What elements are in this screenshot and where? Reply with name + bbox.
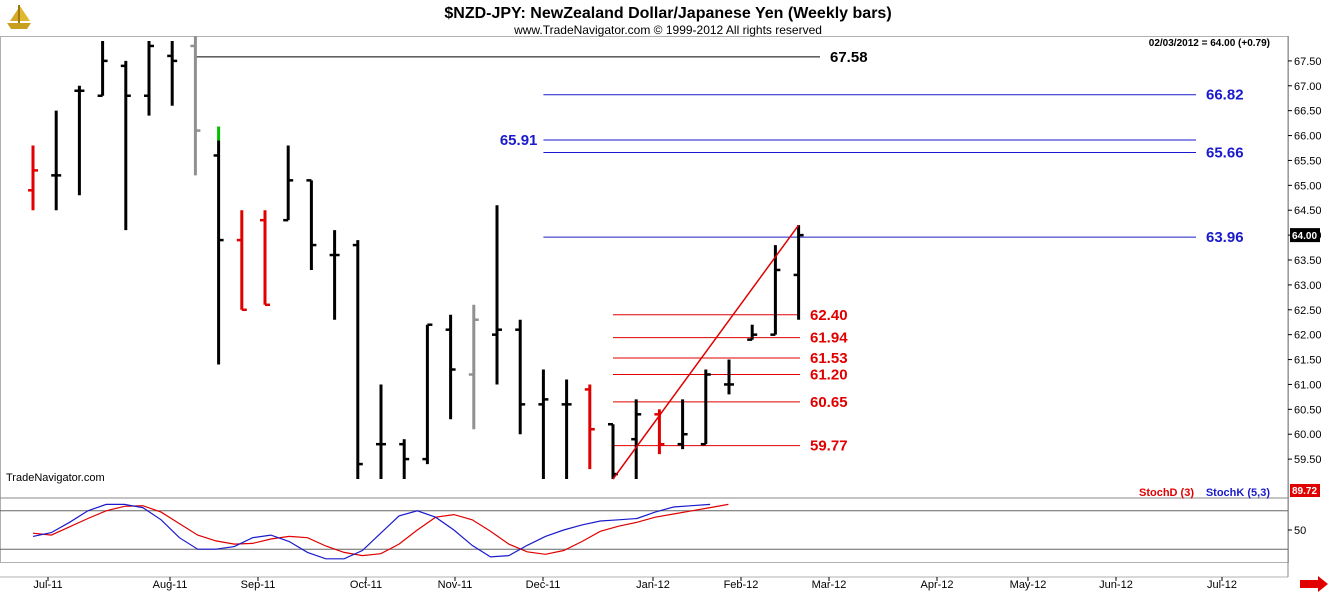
ohlc-bar xyxy=(352,240,363,480)
legend-stoch-k: StochK (5,3) xyxy=(1206,487,1271,499)
trade-navigator-ship-logo-icon xyxy=(7,5,31,29)
ohlc-bar xyxy=(422,323,433,465)
ohlc-bar xyxy=(236,210,247,312)
price-tick-label: 63.00 xyxy=(1294,280,1322,292)
ohlc-bar xyxy=(260,210,270,307)
month-label: Nov-11 xyxy=(438,579,473,591)
stochastic-panel: 50 StochD (3) StochK (5,3) 89.72 xyxy=(0,484,1320,560)
ohlc-bar xyxy=(468,304,479,430)
level-label: 65.91 xyxy=(500,132,538,149)
month-label: Jul-11 xyxy=(33,579,62,591)
scroll-right-arrow-icon[interactable] xyxy=(1300,576,1328,592)
watermark-text: TradeNavigator.com xyxy=(6,472,105,484)
price-tick-label: 65.50 xyxy=(1294,155,1322,167)
ohlc-bar xyxy=(74,85,85,196)
ohlc-bar xyxy=(492,205,502,385)
trendline xyxy=(612,224,800,480)
level-label: 60.65 xyxy=(810,394,848,411)
level-label: 66.82 xyxy=(1206,87,1244,104)
price-tick-label: 66.50 xyxy=(1294,106,1322,118)
stoch-value-tag xyxy=(1290,484,1320,497)
ohlc-bar xyxy=(51,110,62,211)
price-axis: 67.50 67.00 66.50 66.00 65.50 65.00 64.50 64.00… xyxy=(1288,56,1322,466)
price-tick-label: 59.50 xyxy=(1294,454,1322,466)
level-label: 62.40 xyxy=(810,307,848,324)
price-tick-label: 62.50 xyxy=(1294,305,1322,317)
price-bars xyxy=(28,36,804,480)
stoch-line-d xyxy=(32,503,729,557)
level-label: 67.58 xyxy=(830,49,868,66)
price-tick-label: 61.50 xyxy=(1294,355,1322,367)
time-axis: Jul-11 Aug-11 Sep-11 Oct-11 Nov-11 Dec-11 Jan-… xyxy=(33,577,1237,591)
month-label: Feb-12 xyxy=(724,579,759,591)
ohlc-bar xyxy=(793,225,804,320)
price-tick-label: 65.00 xyxy=(1294,180,1322,192)
ohlc-bar xyxy=(144,40,154,116)
level-label: 65.66 xyxy=(1206,144,1244,161)
ohlc-bar xyxy=(538,369,549,480)
legend-stoch-d: StochD (3) xyxy=(1139,487,1194,499)
stoch-value-label: 89.72 xyxy=(1292,486,1317,497)
ohlc-bar xyxy=(770,245,781,336)
level-label: 61.94 xyxy=(810,330,848,347)
ohlc-bar xyxy=(724,359,734,395)
price-tick-label: 64.50 xyxy=(1294,205,1322,217)
month-label: Jun-12 xyxy=(1099,579,1133,591)
ohlc-bar xyxy=(213,140,224,365)
ohlc-bar xyxy=(97,40,108,97)
month-label: Oct-11 xyxy=(350,579,382,591)
last-price-label: 64.00 xyxy=(1292,231,1317,242)
ohlc-bar xyxy=(631,399,642,480)
last-quote-text: 02/03/2012 = 64.00 (+0.79) xyxy=(1149,38,1270,49)
month-label: Jan-12 xyxy=(636,579,670,591)
stoch-line-k xyxy=(32,503,711,560)
ohlc-bar xyxy=(608,423,618,480)
plot-border xyxy=(0,36,1289,563)
level-label: 61.20 xyxy=(810,366,848,383)
price-tick-label: 67.00 xyxy=(1294,81,1322,93)
price-tick-label: 63.50 xyxy=(1294,255,1322,267)
ohlc-bar xyxy=(376,384,386,480)
ohlc-bar xyxy=(445,314,456,420)
ohlc-bar xyxy=(167,40,178,106)
ohlc-bar xyxy=(329,230,340,320)
level-label: 63.96 xyxy=(1206,229,1244,246)
month-label: Dec-11 xyxy=(526,579,561,591)
ohlc-bar xyxy=(283,145,294,222)
trendline-segment xyxy=(612,224,800,480)
ohlc-bar xyxy=(28,145,38,211)
level-lines: 67.58 66.82 65.91 65.66 63.96 62.40 61.94 61.53… xyxy=(195,49,1244,455)
ohlc-bar xyxy=(700,369,711,446)
chart-title: $NZD-JPY: NewZealand Dollar/Japanese Yen… xyxy=(444,5,891,22)
month-label: Mar-12 xyxy=(812,579,847,591)
month-label: Apr-12 xyxy=(920,579,953,591)
level-label: 59.77 xyxy=(810,438,848,455)
last-price-tag xyxy=(1290,228,1320,243)
month-label: May-12 xyxy=(1010,579,1047,591)
price-tick-label: 61.00 xyxy=(1294,379,1322,391)
ohlc-bar xyxy=(120,60,131,231)
price-tick-label: 60.50 xyxy=(1294,404,1322,416)
plot-frame xyxy=(0,36,1289,578)
ohlc-bar xyxy=(747,324,758,341)
stoch-tick-label: 50 xyxy=(1294,525,1306,537)
price-tick-label: 67.50 xyxy=(1294,56,1322,68)
price-tick-label: 60.00 xyxy=(1294,429,1322,441)
level-label: 61.53 xyxy=(810,350,848,367)
copyright-text: www.TradeNavigator.com © 1999-2012 All r… xyxy=(513,23,822,37)
ohlc-bar xyxy=(190,36,201,176)
ohlc-bar xyxy=(306,179,317,270)
month-label: Aug-11 xyxy=(153,579,188,591)
month-label: Sep-11 xyxy=(241,579,276,591)
ohlc-bar xyxy=(561,379,572,480)
ohlc-bar xyxy=(515,319,526,435)
month-label: Jul-12 xyxy=(1207,579,1237,591)
ohlc-bar xyxy=(584,384,595,470)
price-tick-label: 66.00 xyxy=(1294,131,1322,143)
ohlc-bar xyxy=(677,399,688,450)
ohlc-bar xyxy=(399,439,410,480)
price-tick-label: 62.00 xyxy=(1294,330,1322,342)
